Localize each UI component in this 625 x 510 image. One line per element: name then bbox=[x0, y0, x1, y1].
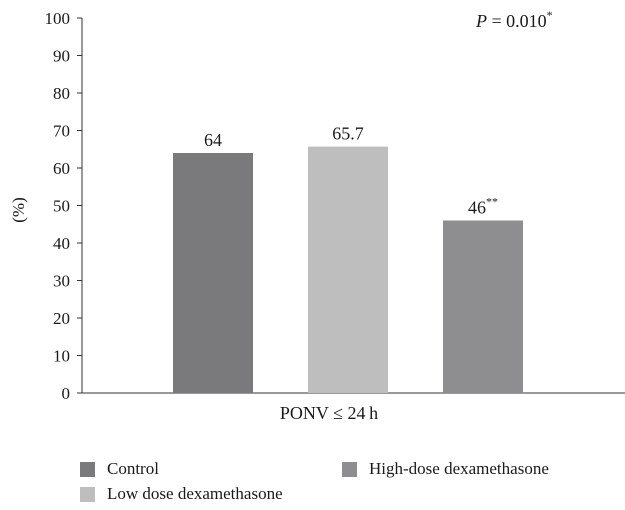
y-tick-label-80: 80 bbox=[53, 84, 70, 103]
y-tick-label-10: 10 bbox=[53, 347, 70, 366]
bar-low-dose-dexamethasone bbox=[308, 146, 388, 393]
y-tick-label-40: 40 bbox=[53, 234, 70, 253]
y-tick-label-100: 100 bbox=[45, 9, 71, 28]
bar-high-dose-dexamethasone bbox=[443, 220, 523, 393]
x-axis-label: PONV ≤ 24 h bbox=[280, 403, 378, 423]
y-tick-label-30: 30 bbox=[53, 272, 70, 291]
y-tick-label-50: 50 bbox=[53, 197, 70, 216]
bar-control bbox=[173, 153, 253, 393]
p-value-annotation: P = 0.010* bbox=[475, 8, 553, 31]
p-value-symbol: P bbox=[475, 11, 487, 31]
y-tick-label-90: 90 bbox=[53, 47, 70, 66]
y-tick-label-60: 60 bbox=[53, 159, 70, 178]
y-tick-label-70: 70 bbox=[53, 122, 70, 141]
bar-value-label-low-dose-dexamethasone: 65.7 bbox=[332, 124, 364, 144]
p-value-text: = 0.010 bbox=[487, 11, 547, 31]
bars bbox=[173, 146, 523, 393]
bar-value-label-high-dose-dexamethasone: 46** bbox=[468, 195, 498, 218]
y-tick-label-20: 20 bbox=[53, 309, 70, 328]
y-axis-label: (%) bbox=[9, 197, 28, 222]
p-value-superscript: * bbox=[547, 8, 553, 22]
y-tick-label-0: 0 bbox=[62, 384, 71, 403]
data-labels: 64 65.7 46** bbox=[204, 124, 498, 218]
bar-value-label-control: 64 bbox=[204, 130, 222, 150]
y-axis: 0 10 20 30 40 50 60 70 80 90 100 bbox=[45, 9, 625, 403]
